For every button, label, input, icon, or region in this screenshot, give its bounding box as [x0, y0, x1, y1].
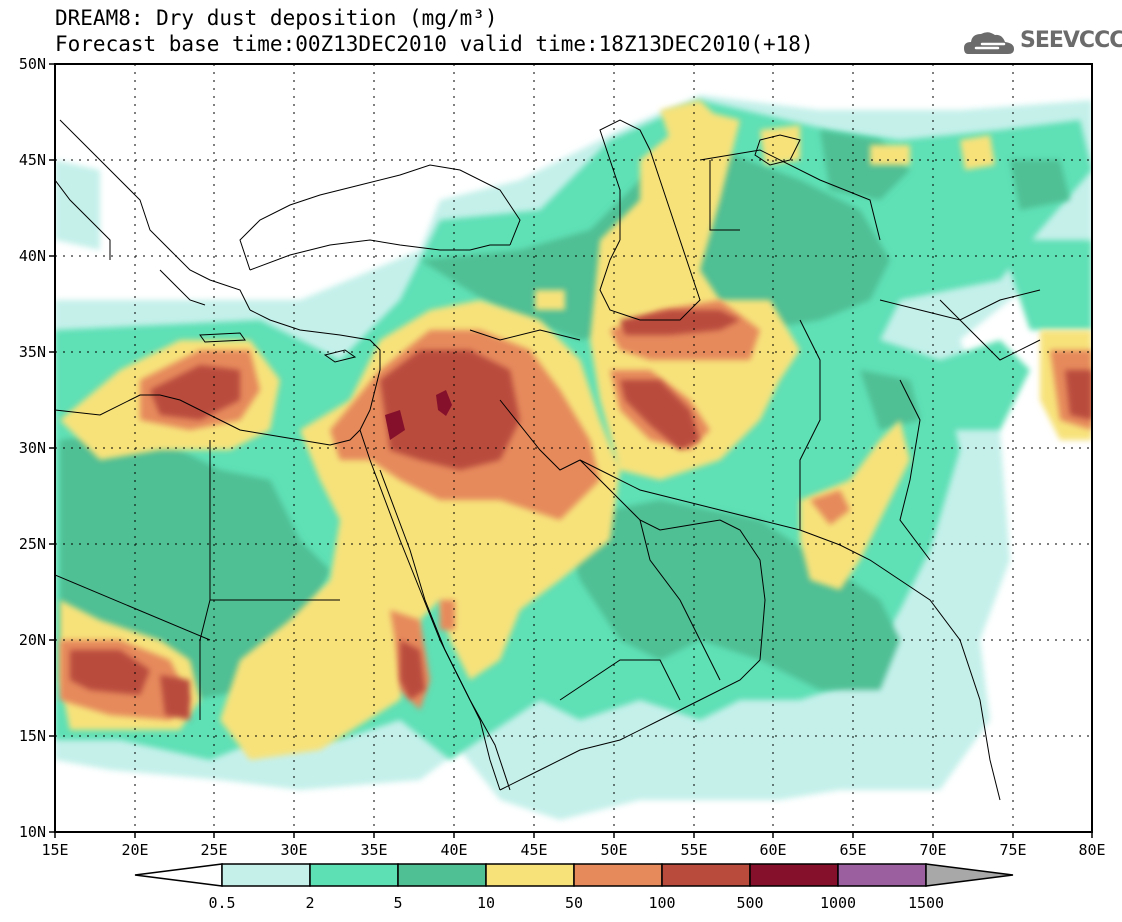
lat-label: 45N — [19, 151, 46, 169]
color-legend: 0.5 2 5 10 50 100 500 1000 1500 — [134, 863, 1014, 912]
lat-label: 25N — [19, 535, 46, 553]
lon-label: 80E — [1078, 841, 1105, 859]
legend-tick-label: 100 — [648, 894, 675, 912]
legend-tick-label: 0.5 — [208, 894, 235, 912]
legend-box — [221, 863, 311, 887]
legend-box — [309, 863, 399, 887]
lon-label: 60E — [759, 841, 786, 859]
lon-label: 70E — [919, 841, 946, 859]
lat-label: 20N — [19, 631, 46, 649]
lon-label: 45E — [520, 841, 547, 859]
lon-label: 30E — [280, 841, 307, 859]
lat-label: 15N — [19, 727, 46, 745]
legend-box — [837, 863, 927, 887]
cloud-logo-icon — [964, 32, 1014, 54]
legend-tick-label: 1000 — [820, 894, 856, 912]
legend-above-arrow — [925, 863, 1014, 887]
lon-label: 65E — [839, 841, 866, 859]
legend-tick-label: 50 — [565, 894, 583, 912]
lat-label: 40N — [19, 247, 46, 265]
legend-box — [661, 863, 751, 887]
lon-label: 20E — [121, 841, 148, 859]
legend-tick-label: 2 — [305, 894, 314, 912]
lon-label: 50E — [600, 841, 627, 859]
legend-box — [573, 863, 663, 887]
legend-box — [485, 863, 575, 887]
lat-label: 35N — [19, 343, 46, 361]
lon-label: 15E — [41, 841, 68, 859]
legend-tick-label: 1500 — [908, 894, 944, 912]
lat-label: 30N — [19, 439, 46, 457]
legend-tick-label: 500 — [736, 894, 763, 912]
legend-tick-label: 10 — [477, 894, 495, 912]
map-title: DREAM8: Dry dust deposition (mg/m³) — [55, 6, 498, 30]
axis-ticks — [49, 63, 1093, 838]
lat-labels: 10N 15N 20N 25N 30N 35N 40N 45N 50N — [19, 55, 46, 841]
map-subtitle: Forecast base time:00Z13DEC2010 valid ti… — [55, 32, 814, 56]
lon-labels: 15E 20E 25E 30E 35E 40E 45E 50E 55E 60E … — [41, 841, 1105, 859]
logo-text: SEEVCCC — [1020, 28, 1122, 53]
legend-box — [397, 863, 487, 887]
legend-below-arrow — [134, 863, 223, 887]
lon-label: 40E — [440, 841, 467, 859]
lon-label: 55E — [680, 841, 707, 859]
graticule — [55, 64, 1092, 832]
lon-label: 35E — [360, 841, 387, 859]
legend-box — [749, 863, 839, 887]
lon-label: 75E — [999, 841, 1026, 859]
legend-tick-label: 5 — [393, 894, 402, 912]
lat-label: 50N — [19, 55, 46, 73]
lat-label: 10N — [19, 823, 46, 841]
coastlines — [55, 119, 1041, 801]
dust-field — [55, 95, 1092, 820]
lon-label: 25E — [200, 841, 227, 859]
